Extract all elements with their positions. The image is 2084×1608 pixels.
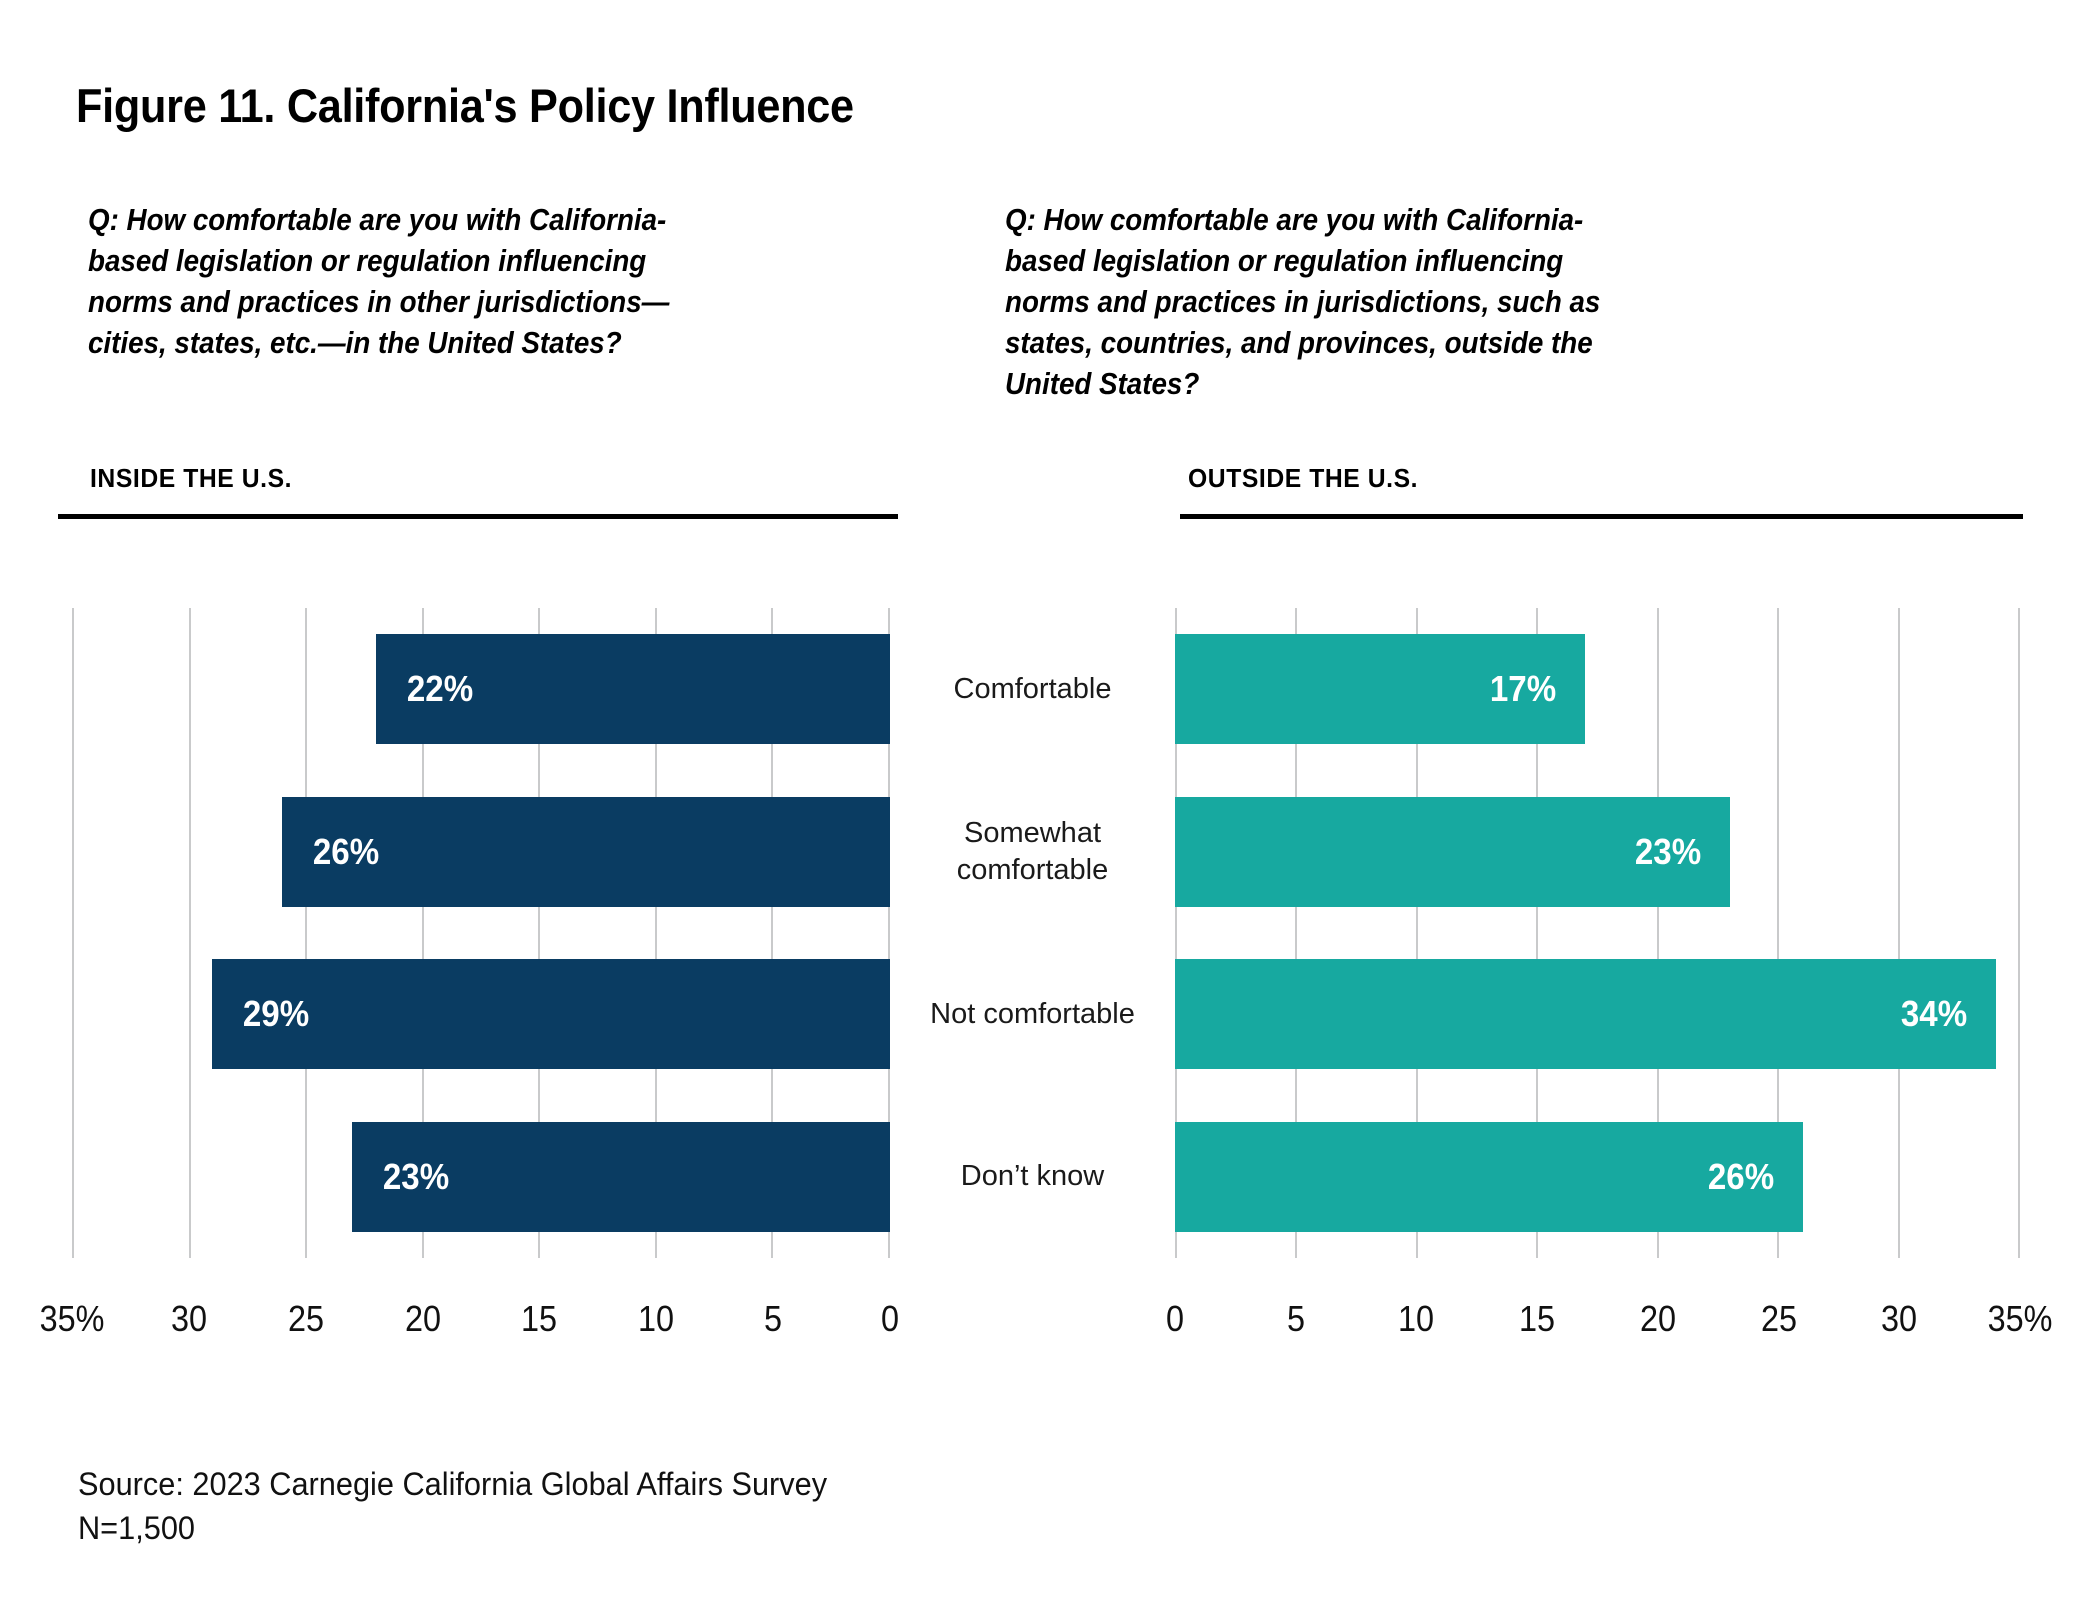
category-labels: Comfortable Somewhat comfortable Not comfo…: [900, 608, 1165, 1258]
category-label: Comfortable: [953, 672, 1112, 705]
question-outside-us: Q: How comfortable are you with Californ…: [1005, 203, 1601, 401]
axis-tick-label: 15: [521, 1298, 558, 1339]
question-inside-us: Q: How comfortable are you with Californ…: [88, 203, 670, 360]
category-label: Somewhat comfortable: [956, 816, 1109, 886]
bar[interactable]: 34%: [1175, 959, 1996, 1069]
axis-tick-label: 20: [404, 1298, 441, 1339]
bar[interactable]: 29%: [212, 959, 890, 1069]
axis-tick-label: 20: [1639, 1298, 1676, 1339]
axis-tick-label: 0: [1165, 1298, 1185, 1339]
bar-value-label: 29%: [243, 993, 310, 1034]
category-label: Not comfortable: [930, 997, 1135, 1030]
bar-value-label: 22%: [406, 668, 474, 709]
panel-header-outside-us: OUTSIDE THE U.S.: [1188, 463, 1419, 493]
bars-outside-us: 17% 23% 34% 26%: [1175, 608, 2020, 1258]
axis-tick-label: 35%: [39, 1298, 105, 1339]
bar-value-label: 17%: [1490, 668, 1557, 709]
bar-band: 23%: [1175, 771, 2020, 934]
x-axis-inside-us: 35% 30 25 20 15 10 5 0: [40, 1298, 899, 1342]
axis-tick-label: 10: [1398, 1298, 1435, 1339]
source-line-2: N=1,500: [78, 1510, 195, 1546]
panel-rule-outside-us: [1180, 514, 2023, 519]
bar-value-label: 23%: [383, 1155, 450, 1197]
bar-band: 17%: [1175, 608, 2020, 771]
axis-tick-label: 25: [1760, 1298, 1797, 1339]
axis-tick-label: 0: [880, 1298, 900, 1339]
bar-value-label: 26%: [313, 830, 380, 872]
bar-band: 23%: [72, 1096, 890, 1259]
axis-tick-label: 25: [287, 1298, 324, 1339]
bar-band: 34%: [1175, 933, 2020, 1096]
axis-tick-label: 15: [1519, 1298, 1556, 1339]
category-label: Don’t know: [960, 1160, 1105, 1193]
bar-value-label: 26%: [1707, 1155, 1774, 1197]
bar-band: 29%: [72, 933, 890, 1096]
bar-band: 26%: [1175, 1096, 2020, 1259]
bar-value-label: 34%: [1900, 993, 1967, 1034]
bar-value-label: 23%: [1635, 830, 1702, 872]
chart-outside-us: 17% 23% 34% 26%: [1175, 608, 2020, 1258]
bar-band: 26%: [72, 771, 890, 934]
bar[interactable]: 22%: [375, 634, 890, 744]
panel-header-inside-us: INSIDE THE U.S.: [90, 463, 293, 493]
source-line-1: Source: 2023 Carnegie California Global …: [78, 1466, 828, 1502]
page-title: Figure 11. California's Policy Influence: [76, 79, 854, 132]
axis-tick-label: 5: [764, 1298, 783, 1339]
bar-band: 22%: [72, 608, 890, 771]
bar[interactable]: 26%: [282, 796, 890, 907]
bar[interactable]: 23%: [352, 1121, 890, 1232]
bar[interactable]: 17%: [1175, 634, 1586, 744]
axis-tick-label: 35%: [1987, 1298, 2053, 1339]
axis-tick-label: 10: [638, 1298, 675, 1339]
source-note: Source: 2023 Carnegie California Global …: [78, 1462, 827, 1550]
bar[interactable]: 23%: [1175, 796, 1731, 907]
axis-tick-label: 30: [1881, 1298, 1918, 1339]
chart-inside-us: 22% 26% 29% 23%: [72, 608, 890, 1258]
bar[interactable]: 26%: [1175, 1121, 1803, 1232]
axis-tick-label: 30: [170, 1298, 207, 1339]
panel-rule-inside-us: [58, 514, 898, 519]
bars-inside-us: 22% 26% 29% 23%: [72, 608, 890, 1258]
axis-tick-label: 5: [1286, 1298, 1305, 1339]
x-axis-outside-us: 0 5 10 15 20 25 30 35%: [1166, 1298, 2052, 1342]
